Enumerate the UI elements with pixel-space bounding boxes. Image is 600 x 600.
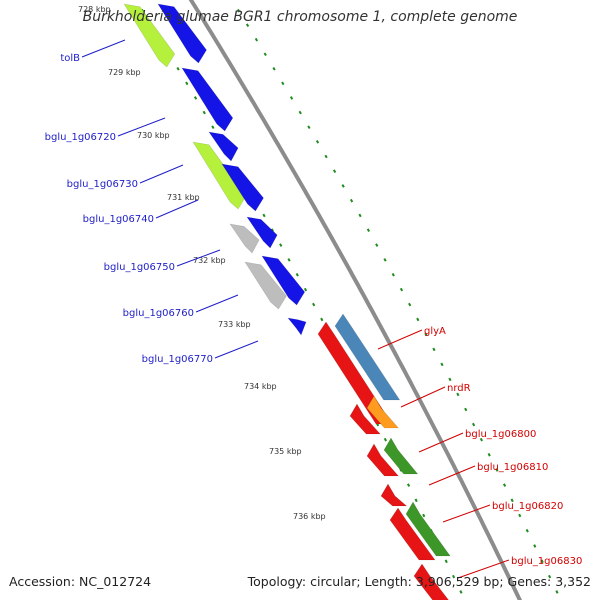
label-leader-line xyxy=(214,340,259,359)
gene-label-left: bglu_1g06770 xyxy=(142,354,213,365)
gene-label-left: bglu_1g06750 xyxy=(104,262,175,273)
gene-arrow-other xyxy=(334,313,401,401)
label-leader-line xyxy=(117,117,166,137)
label-leader-line xyxy=(195,294,239,313)
gene-label-right: bglu_1g06810 xyxy=(477,462,548,473)
gene-arrow-reverse xyxy=(413,563,449,600)
label-leader-line xyxy=(139,164,184,184)
gene-arrow-reverse xyxy=(349,403,381,435)
gene-label-right: bglu_1g06800 xyxy=(465,429,536,440)
label-leader-line xyxy=(176,249,221,267)
gene-arrow-forward xyxy=(181,67,234,132)
gene-arrow-rna xyxy=(192,141,247,210)
gene-label-left: bglu_1g06720 xyxy=(45,132,116,143)
gene-arrow-forward xyxy=(221,163,264,212)
gene-arrow-forward xyxy=(261,255,306,306)
accession-text: Accession: NC_012724 xyxy=(9,574,152,589)
gene-arrow-forward xyxy=(208,131,239,162)
label-leader-line xyxy=(155,199,199,219)
gene-arrow-forward xyxy=(246,216,278,249)
gene-label-left: tolB xyxy=(60,53,80,64)
label-leader-line xyxy=(377,329,423,350)
label-leader-line xyxy=(418,432,464,453)
backbone-ring xyxy=(188,0,523,600)
outer-tick-ring xyxy=(230,0,562,600)
label-leader-line xyxy=(428,465,476,486)
gene-arrow-pseudo xyxy=(229,223,260,254)
inner-tick-ring xyxy=(134,0,466,600)
gene-arrow-rna xyxy=(123,3,176,68)
gene-arrow-reverse xyxy=(366,443,400,477)
scale-tick-label: 734 kbp xyxy=(244,382,277,391)
scale-tick-label: 732 kbp xyxy=(193,256,226,265)
label-leader-line xyxy=(457,559,510,579)
scale-tick-label: 729 kbp xyxy=(108,68,141,77)
gene-arrow-forward xyxy=(287,317,307,336)
gene-arrow-rna xyxy=(405,501,451,557)
gene-label-right: nrdR xyxy=(447,383,471,394)
gene-label-left: bglu_1g06760 xyxy=(123,308,194,319)
scale-tick-label: 731 kbp xyxy=(167,193,200,202)
map-title: Burkholderia glumae BGR1 chromosome 1, c… xyxy=(82,9,518,25)
label-leader-line xyxy=(442,504,491,523)
gene-arrow-pseudo xyxy=(244,261,287,310)
label-leader-line xyxy=(400,386,446,408)
scale-tick-label: 735 kbp xyxy=(269,447,302,456)
label-layer: 728 kbp 729 kbp 730 kbp 731 kbp 732 kbp 733 k… xyxy=(45,5,582,579)
topology-summary: Topology: circular; Length: 3,906,529 bp… xyxy=(247,574,591,589)
gene-label-left: bglu_1g06730 xyxy=(67,179,138,190)
gene-arrow-rna xyxy=(383,437,419,475)
gene-label-left: bglu_1g06740 xyxy=(83,214,154,225)
label-leader-line xyxy=(81,39,126,58)
scale-tick-label: 733 kbp xyxy=(218,320,251,329)
gene-arrow-reverse xyxy=(389,507,436,561)
scale-tick-label: 728 kbp xyxy=(78,5,111,14)
gene-arrow-other xyxy=(366,395,400,429)
feature-layer xyxy=(123,3,451,600)
map-decoration xyxy=(134,0,562,600)
gene-arrow-forward xyxy=(157,3,207,64)
gene-arrow-reverse xyxy=(380,483,408,507)
gene-label-right: bglu_1g06820 xyxy=(492,501,563,512)
gene-label-right: bglu_1g06830 xyxy=(511,556,582,567)
scale-tick-label: 730 kbp xyxy=(137,131,170,140)
gene-label-right: glyA xyxy=(424,326,446,337)
scale-tick-label: 736 kbp xyxy=(293,512,326,521)
